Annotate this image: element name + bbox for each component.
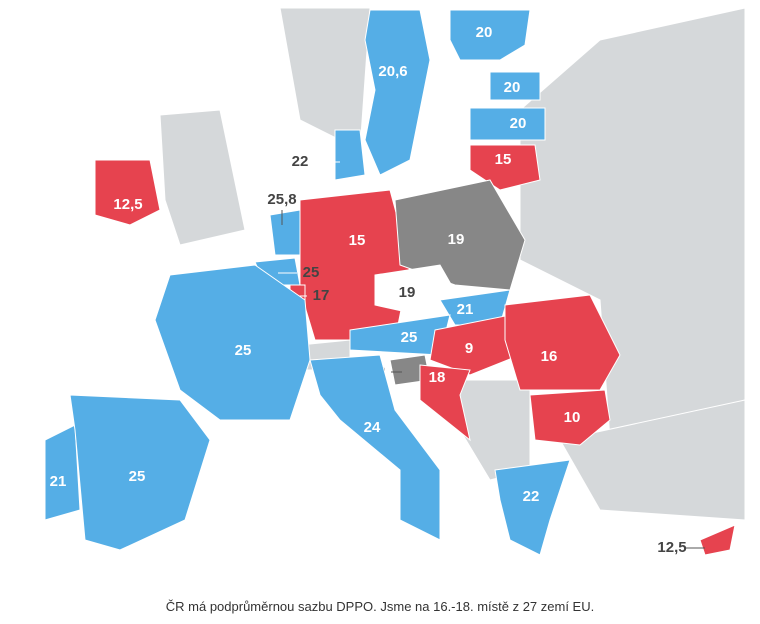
region-label: 25: [235, 342, 252, 359]
region-label: 17: [313, 287, 330, 304]
region-label: 10: [564, 409, 581, 426]
region-label: 20,6: [378, 63, 407, 80]
region: [494, 459, 571, 556]
region-label: 15: [349, 232, 366, 249]
region-label: 21: [457, 301, 474, 318]
region: [154, 264, 311, 421]
region-label: 12,5: [657, 539, 686, 556]
region: [419, 364, 471, 442]
land: [279, 7, 371, 151]
region-label: 20: [476, 24, 493, 41]
region: [489, 71, 541, 101]
region-label: 18: [429, 369, 446, 386]
region-label: 24: [364, 419, 381, 436]
region: [364, 9, 431, 176]
region: [69, 394, 211, 551]
caption: ČR má podprůměrnou sazbu DPPO. Jsme na 1…: [165, 599, 595, 614]
region-label: 25: [303, 264, 320, 281]
region-label: 22: [292, 153, 309, 170]
region: [269, 209, 301, 256]
region: [469, 107, 546, 141]
region: [699, 524, 736, 556]
region: [94, 159, 161, 226]
region: [309, 354, 441, 541]
region-label: 20: [504, 79, 521, 96]
region: [429, 314, 521, 376]
region-label: 19: [448, 231, 465, 248]
region: [44, 424, 81, 521]
region-label: 25,8: [267, 191, 296, 208]
region-label: 22: [523, 488, 540, 505]
region: [334, 129, 366, 181]
region-label: 12,5: [113, 196, 142, 213]
land: [159, 109, 246, 246]
region: [529, 389, 611, 446]
region-label: 25: [129, 468, 146, 485]
region-label: 20: [510, 115, 527, 132]
land: [559, 399, 746, 521]
region: [469, 144, 541, 191]
region-label: 21: [50, 473, 67, 490]
region-label: 25: [401, 329, 418, 346]
region-label: 9: [465, 340, 473, 357]
region: [374, 264, 461, 316]
region-label: 19: [399, 284, 416, 301]
map: 20#55aee620,6#55aee620#55aee620#55aee615…: [44, 7, 746, 556]
region-label: 15: [495, 151, 512, 168]
region: [449, 9, 531, 61]
region-label: 16: [541, 348, 558, 365]
